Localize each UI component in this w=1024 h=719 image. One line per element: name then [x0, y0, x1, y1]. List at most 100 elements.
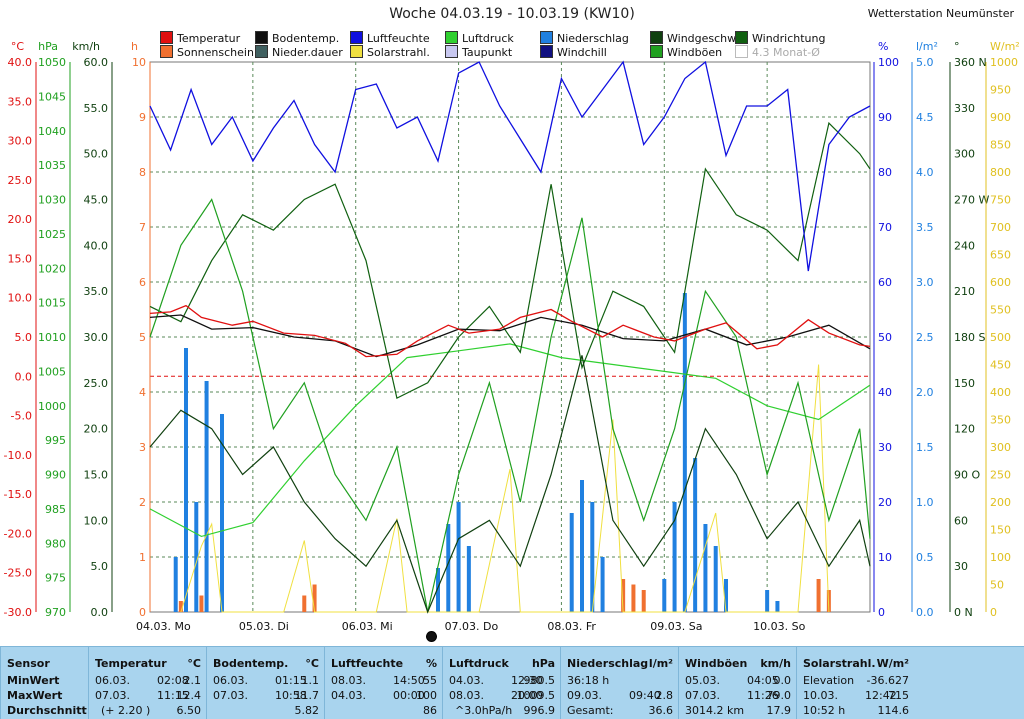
stats-row: 86 — [423, 704, 437, 717]
legend-swatch — [350, 45, 363, 58]
sunshine-bar — [178, 601, 183, 612]
series-line-bodentemp — [149, 314, 871, 358]
legend-item[interactable]: Luftfeuchte — [350, 31, 430, 45]
stats-header: Bodentemp. °C — [213, 657, 319, 670]
legend-label: 4.3 Monat-Ø — [752, 46, 820, 59]
legend-label: Windgeschw. — [667, 32, 739, 45]
stats-header: Solarstrahl. W/m² — [803, 657, 909, 670]
stats-column: Solarstrahl. W/m² Elevation -36.627 10.03. 12… — [796, 647, 915, 719]
axis-left-tick: 10.0 — [84, 514, 109, 527]
legend-swatch — [540, 31, 553, 44]
precipitation-bar — [184, 348, 188, 612]
precipitation-bar — [693, 458, 698, 612]
legend-swatch — [650, 31, 663, 44]
stats-row: 36:18 h — [567, 674, 610, 687]
stats-row: 10:52 h 114.6 — [803, 704, 909, 717]
series-line-temperatur — [149, 304, 871, 358]
axis-right-tick: 2.5 — [916, 331, 934, 344]
axis-right-tick: 0.0 — [916, 606, 934, 619]
axis-left-tick: 1045 — [38, 90, 66, 103]
stats-row: 08.03. 14:50 55 — [331, 674, 437, 687]
axis-left-tick: 990 — [45, 469, 66, 482]
axis-right-tick: 0 — [878, 606, 885, 619]
precipitation-bar — [662, 579, 667, 612]
sunshine-bar — [816, 579, 821, 612]
axis-left-tick: 30.0 — [8, 135, 33, 148]
legend-item[interactable]: 4.3 Monat-Ø — [735, 45, 820, 59]
precipitation-bar — [713, 546, 718, 612]
axis-left-tick: 60.0 — [84, 56, 109, 69]
legend-label: Sonnenschein — [177, 46, 254, 59]
legend-item[interactable]: Luftdruck — [445, 31, 514, 45]
axis-left-unit: hPa — [38, 40, 58, 53]
axis-right-tick: 3.0 — [916, 276, 934, 289]
legend-swatch — [735, 45, 748, 58]
legend-item[interactable]: Windrichtung — [735, 31, 825, 45]
axis-left-tick: 45.0 — [84, 194, 109, 207]
axis-left-tick: 10 — [132, 56, 146, 69]
precipitation-bar — [204, 381, 209, 612]
precipitation-bar — [580, 480, 584, 612]
axis-left-tick: 4 — [139, 386, 146, 399]
axis-left-tick: 55.0 — [84, 102, 109, 115]
precipitation-bar — [436, 568, 440, 612]
legend-item[interactable]: Windchill — [540, 45, 607, 59]
legend-swatch — [540, 45, 553, 58]
axis-right-tick: 200 — [990, 496, 1011, 509]
axis-left-tick: 9 — [139, 111, 146, 124]
series-line-luftfeuchte — [149, 60, 871, 272]
legend-item[interactable]: Niederschlag — [540, 31, 629, 45]
legend-item[interactable]: Taupunkt — [445, 45, 512, 59]
axis-left-tick: 1020 — [38, 262, 66, 275]
stats-row: 09.03. 09:40 2.8 — [567, 689, 673, 702]
x-tick-label: 05.03. Di — [239, 620, 289, 633]
series-line-solarstrahl — [180, 364, 830, 613]
legend-item[interactable]: Sonnenschein — [160, 45, 254, 59]
stats-row: 04.03. 00:00 100 — [331, 689, 437, 702]
legend-item[interactable]: Windböen — [650, 45, 722, 59]
axis-right-tick: 100 — [990, 551, 1011, 564]
axis-left-tick: 3 — [139, 441, 146, 454]
stats-header: Luftdruck hPa — [449, 657, 555, 670]
sunshine-bar — [199, 595, 204, 612]
precipitation-bar — [775, 601, 780, 612]
precipitation-bar — [703, 524, 708, 612]
axis-right-tick: 750 — [990, 194, 1011, 207]
axis-right-tick: 80 — [878, 166, 892, 179]
axis-left-tick: 1025 — [38, 228, 66, 241]
axis-right-tick: 270 W — [954, 194, 989, 207]
axis-right-tick: 90 — [878, 111, 892, 124]
statistics-table: Sensor MinWert MaxWert Durchschnitt Temperat… — [0, 646, 1024, 719]
axis-right-tick: 0 — [990, 606, 997, 619]
axis-left-tick: 10.0 — [8, 292, 33, 305]
axis-right-tick: 90 O — [954, 469, 980, 482]
stats-column: Luftfeuchte% 08.03. 14:50 55 04.03. 00:00 100 8… — [324, 647, 443, 719]
axis-left-tick: 0 — [139, 606, 146, 619]
legend-item[interactable]: Bodentemp. — [255, 31, 339, 45]
x-tick-label: 08.03. Fr — [547, 620, 596, 633]
precipitation-bar — [765, 590, 770, 612]
stats-header: Sensor — [7, 657, 50, 670]
axis-left-tick: -20.0 — [4, 527, 32, 540]
axis-right-tick: 800 — [990, 166, 1011, 179]
legend-label: Niederschlag — [557, 32, 629, 45]
axis-right-tick: 850 — [990, 139, 1011, 152]
precipitation-bar — [672, 502, 677, 612]
legend-label: Nieder.dauer — [272, 46, 343, 59]
legend-item[interactable]: Nieder.dauer — [255, 45, 343, 59]
stats-header: Temperatur °C — [95, 657, 201, 670]
stats-row: 07.03. 11:15 12.4 — [95, 689, 201, 702]
axis-right-tick: 300 — [954, 148, 975, 161]
legend-item[interactable]: Solarstrahl. — [350, 45, 430, 59]
stats-row: 04.03. 12:30 980.5 — [449, 674, 555, 687]
stats-column: Niederschlag l/m² 36:18 h 09.03. 09:40 2.8 Ges… — [560, 647, 679, 719]
legend-swatch — [255, 31, 268, 44]
sunshine-bar — [302, 595, 307, 612]
legend-label: Solarstrahl. — [367, 46, 430, 59]
sunshine-bar — [641, 590, 646, 612]
axis-right-tick: 2.0 — [916, 386, 934, 399]
legend-item[interactable]: Windgeschw. — [650, 31, 739, 45]
stats-column: Luftdruck hPa 04.03. 12:30 980.5 08.03. 20:00 1… — [442, 647, 561, 719]
precipitation-bar — [173, 557, 178, 612]
legend-item[interactable]: Temperatur — [160, 31, 240, 45]
